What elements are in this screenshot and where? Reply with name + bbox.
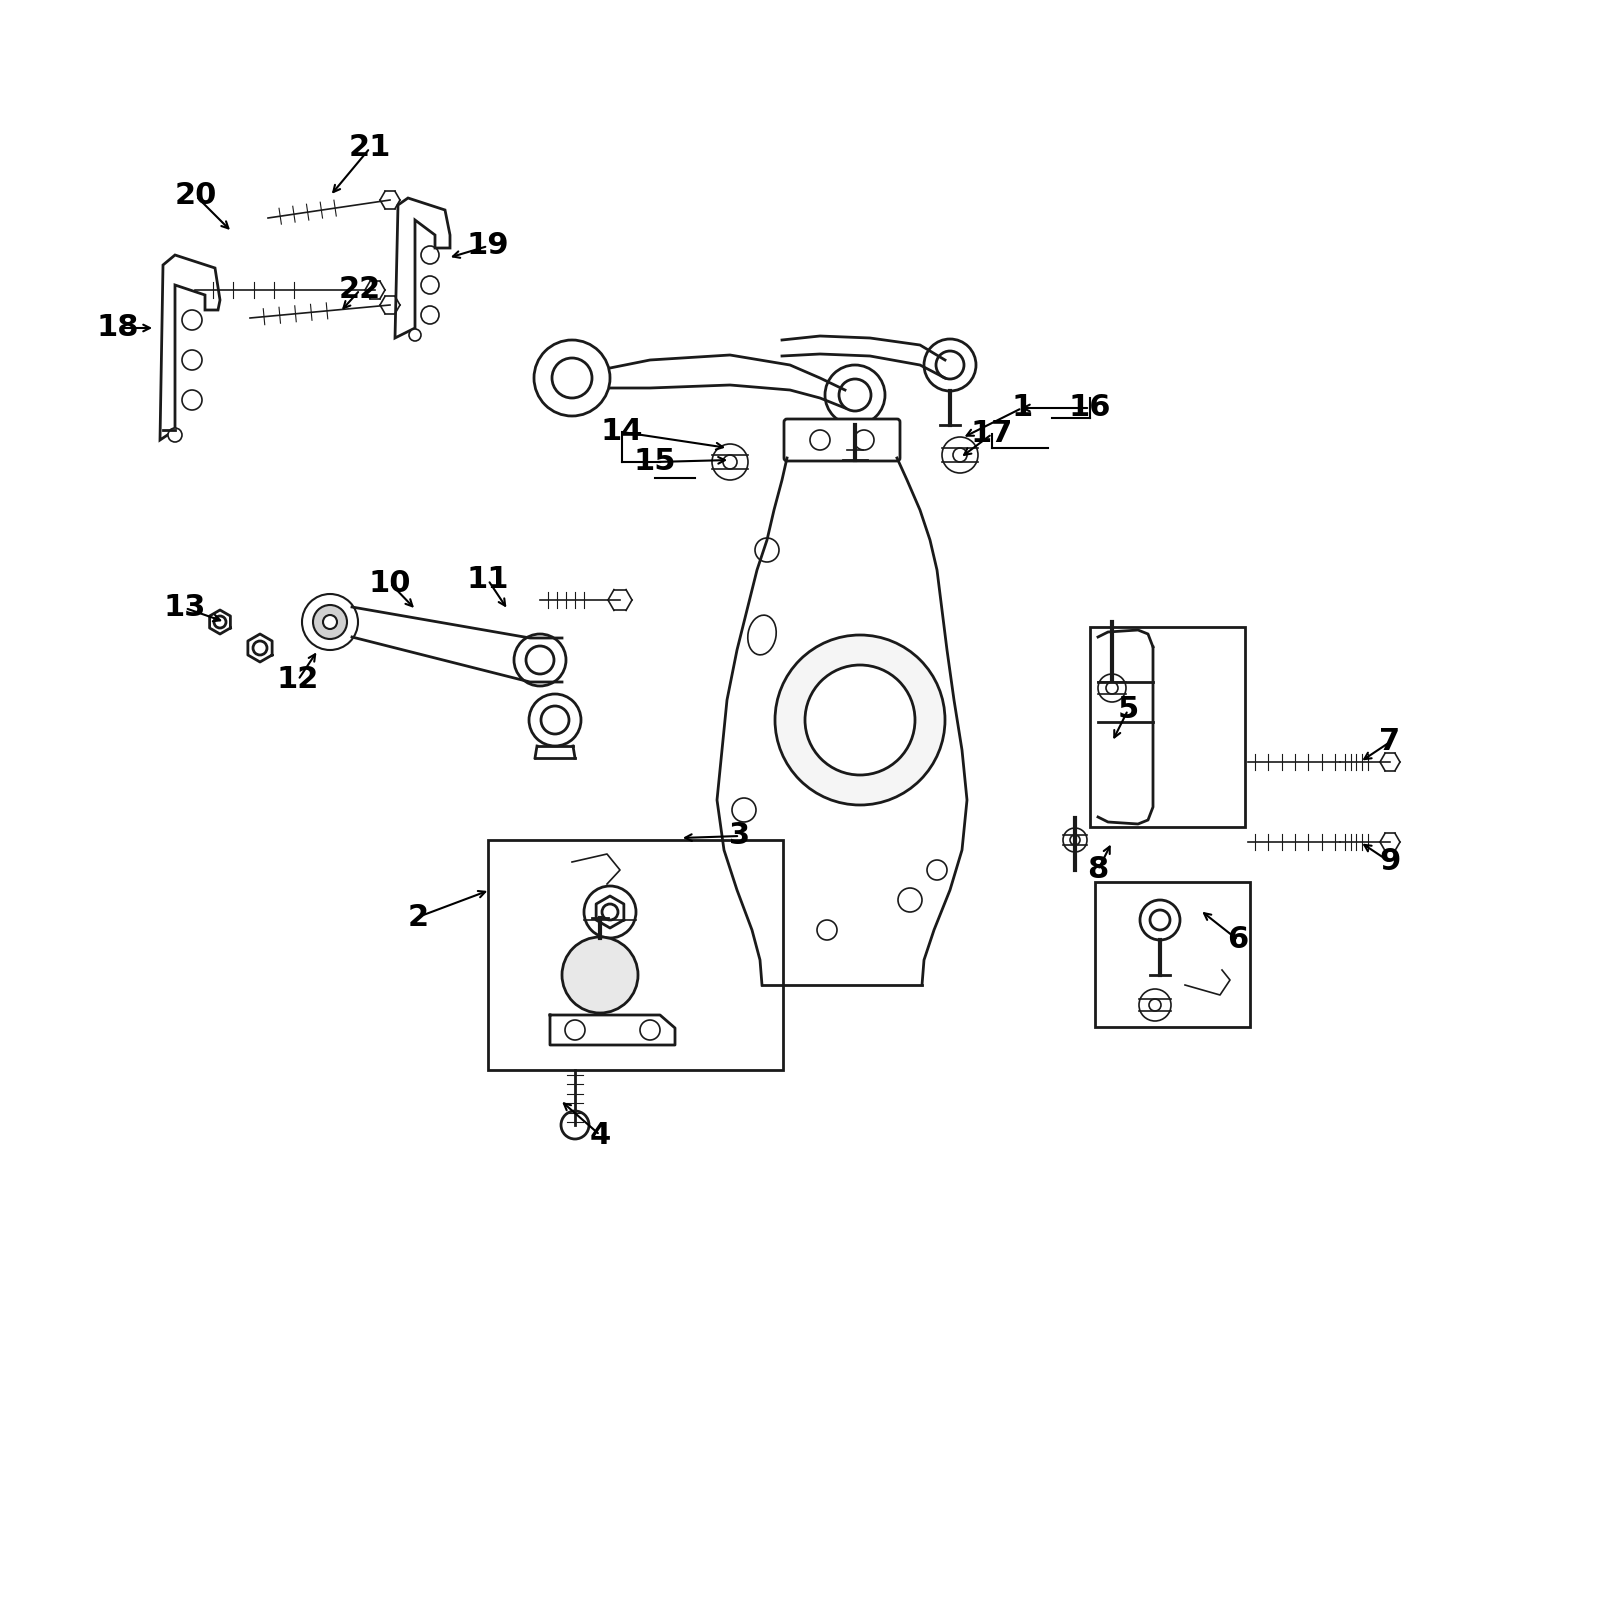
- Text: 17: 17: [971, 419, 1013, 448]
- Circle shape: [584, 886, 637, 938]
- Text: 10: 10: [368, 568, 411, 597]
- Circle shape: [1139, 899, 1181, 939]
- Bar: [1094, 882, 1250, 1027]
- Text: 21: 21: [349, 133, 390, 163]
- Text: 12: 12: [277, 666, 318, 694]
- Circle shape: [323, 614, 338, 629]
- Circle shape: [805, 666, 915, 774]
- Circle shape: [530, 694, 581, 746]
- Circle shape: [1139, 989, 1171, 1021]
- Circle shape: [410, 330, 421, 341]
- Text: 1: 1: [1011, 394, 1032, 422]
- Text: 14: 14: [600, 418, 643, 446]
- Text: 20: 20: [174, 181, 218, 211]
- Circle shape: [1098, 674, 1126, 702]
- Circle shape: [925, 339, 976, 390]
- Text: 19: 19: [467, 232, 509, 261]
- Circle shape: [168, 427, 182, 442]
- Text: 11: 11: [467, 565, 509, 595]
- Text: 8: 8: [1088, 856, 1109, 885]
- Text: 3: 3: [730, 821, 750, 851]
- Text: 18: 18: [96, 314, 139, 342]
- Circle shape: [942, 437, 978, 474]
- Circle shape: [562, 1110, 589, 1139]
- Circle shape: [534, 341, 610, 416]
- Circle shape: [712, 443, 749, 480]
- Text: 16: 16: [1069, 394, 1112, 422]
- Text: 13: 13: [163, 594, 206, 622]
- Text: 15: 15: [634, 448, 677, 477]
- Circle shape: [1062, 829, 1086, 851]
- Text: 6: 6: [1227, 925, 1248, 955]
- Circle shape: [774, 635, 946, 805]
- FancyBboxPatch shape: [784, 419, 899, 461]
- Text: 4: 4: [589, 1120, 611, 1149]
- Text: 5: 5: [1117, 696, 1139, 725]
- Circle shape: [562, 938, 638, 1013]
- Circle shape: [314, 605, 347, 638]
- Text: 22: 22: [339, 275, 381, 304]
- Text: 7: 7: [1379, 728, 1400, 757]
- Bar: [1090, 627, 1245, 827]
- Bar: [488, 840, 782, 1070]
- Text: 2: 2: [408, 902, 429, 931]
- Text: 9: 9: [1379, 848, 1400, 877]
- Circle shape: [514, 634, 566, 686]
- Circle shape: [826, 365, 885, 426]
- Circle shape: [302, 594, 358, 650]
